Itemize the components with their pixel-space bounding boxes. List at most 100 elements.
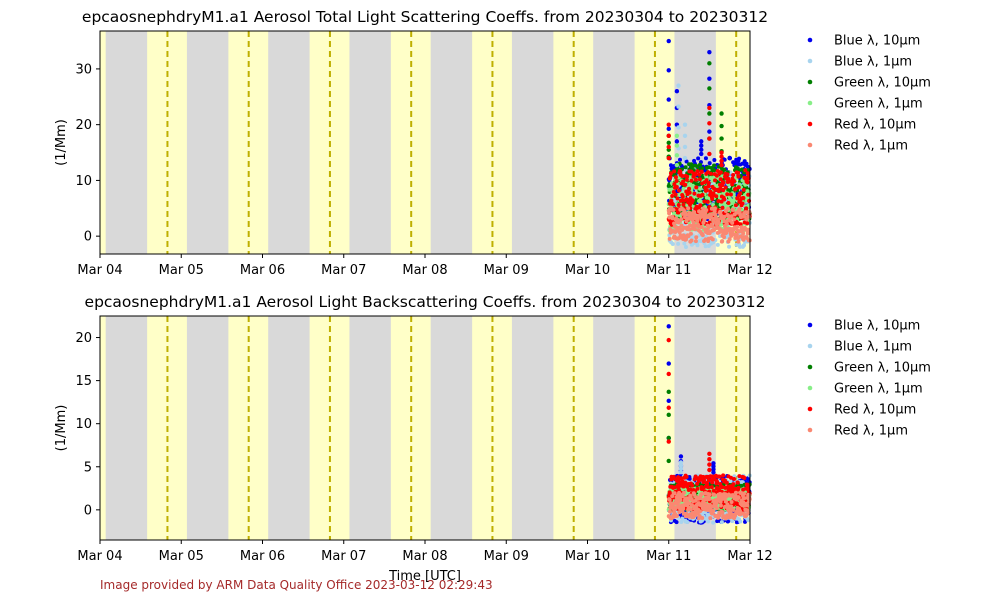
- data-point: [680, 494, 685, 499]
- data-point-peak: [666, 324, 671, 329]
- data-point: [729, 499, 734, 504]
- data-point-peak: [666, 337, 671, 343]
- night-band: [349, 316, 391, 540]
- x-tick-label: Mar 12: [727, 549, 772, 564]
- data-point-peak: [674, 133, 680, 139]
- data-point: [691, 220, 696, 225]
- panel-total-scattering: 0 10 20 30 Mar 04 Mar 05 Mar 06 Mar 07 Mar 08 Mar…: [54, 8, 773, 278]
- data-point: [731, 207, 736, 212]
- data-point-peak: [666, 435, 671, 441]
- data-point: [722, 235, 727, 240]
- data-point: [676, 241, 681, 246]
- data-point-peak: [719, 111, 724, 116]
- data-point-peak: [676, 125, 681, 130]
- data-point-peak: [711, 470, 716, 475]
- data-point: [726, 214, 731, 219]
- legend-marker: [807, 322, 813, 328]
- data-point: [734, 232, 739, 237]
- data-point: [728, 192, 733, 197]
- data-point: [689, 178, 694, 183]
- data-point: [744, 217, 749, 222]
- data-point: [698, 162, 702, 167]
- data-point: [693, 239, 698, 244]
- data-point: [733, 490, 738, 495]
- data-point: [746, 510, 751, 515]
- data-point: [672, 169, 677, 174]
- data-point: [672, 485, 677, 490]
- data-point: [684, 474, 689, 479]
- data-point: [667, 497, 672, 502]
- data-point: [726, 206, 731, 211]
- data-point: [673, 192, 678, 197]
- data-point: [676, 202, 681, 207]
- data-point: [710, 237, 715, 242]
- data-point: [693, 172, 698, 177]
- x-tick-label: Mar 11: [646, 549, 691, 564]
- night-band: [593, 31, 635, 254]
- data-point-peak: [719, 158, 724, 164]
- series-Red λ, 1µm: [666, 206, 752, 244]
- data-point: [673, 175, 678, 180]
- data-point: [702, 478, 707, 483]
- data-point: [690, 483, 695, 488]
- data-point: [697, 172, 702, 177]
- data-point-peak: [674, 139, 680, 144]
- data-point: [687, 186, 692, 191]
- data-point: [686, 234, 691, 239]
- data-point-peak: [707, 451, 712, 457]
- night-band: [186, 31, 229, 254]
- data-point: [712, 157, 717, 162]
- data-point: [724, 221, 729, 226]
- data-point: [706, 485, 711, 490]
- data-point: [741, 500, 746, 505]
- data-point: [726, 201, 731, 206]
- y-tick-label: 10: [75, 174, 92, 189]
- data-point: [684, 511, 689, 516]
- data-point: [742, 496, 747, 501]
- data-point: [674, 513, 679, 518]
- data-point: [727, 244, 732, 249]
- data-point: [707, 492, 712, 497]
- data-point: [698, 203, 703, 208]
- data-point: [735, 480, 740, 485]
- data-point-peak: [699, 147, 704, 152]
- night-band: [593, 316, 635, 540]
- night-band: [430, 316, 473, 540]
- data-point-peak: [666, 439, 671, 444]
- data-point: [732, 476, 737, 481]
- data-point: [735, 224, 740, 229]
- data-point: [709, 206, 714, 211]
- data-point-peak: [678, 460, 684, 465]
- data-point: [713, 212, 718, 217]
- data-point: [680, 173, 685, 178]
- data-point: [723, 499, 728, 504]
- data-point: [680, 194, 685, 199]
- data-point: [701, 206, 706, 211]
- data-point: [688, 231, 693, 236]
- data-point-peak: [666, 97, 671, 102]
- legend-label: Green λ, 10µm: [834, 361, 931, 376]
- data-point: [708, 189, 713, 194]
- data-point: [718, 209, 723, 214]
- data-point: [716, 199, 721, 204]
- data-point: [693, 227, 697, 232]
- data-point-peak: [666, 458, 671, 464]
- data-point: [720, 239, 725, 244]
- data-point: [737, 206, 742, 211]
- data-point-peak: [666, 144, 671, 150]
- data-point-peak: [666, 389, 671, 395]
- data-point: [681, 179, 686, 184]
- data-point-peak: [707, 457, 712, 462]
- data-point-peak: [666, 68, 671, 73]
- data-point: [713, 178, 717, 183]
- y-tick-label: 10: [75, 417, 92, 432]
- data-point: [700, 166, 705, 171]
- data-point-peak: [719, 154, 724, 159]
- data-point: [742, 214, 747, 219]
- data-point: [692, 191, 697, 196]
- data-point: [667, 211, 672, 216]
- data-point: [708, 213, 713, 218]
- data-point-peak: [719, 162, 724, 168]
- data-point: [670, 202, 675, 207]
- data-point-peak: [711, 464, 716, 469]
